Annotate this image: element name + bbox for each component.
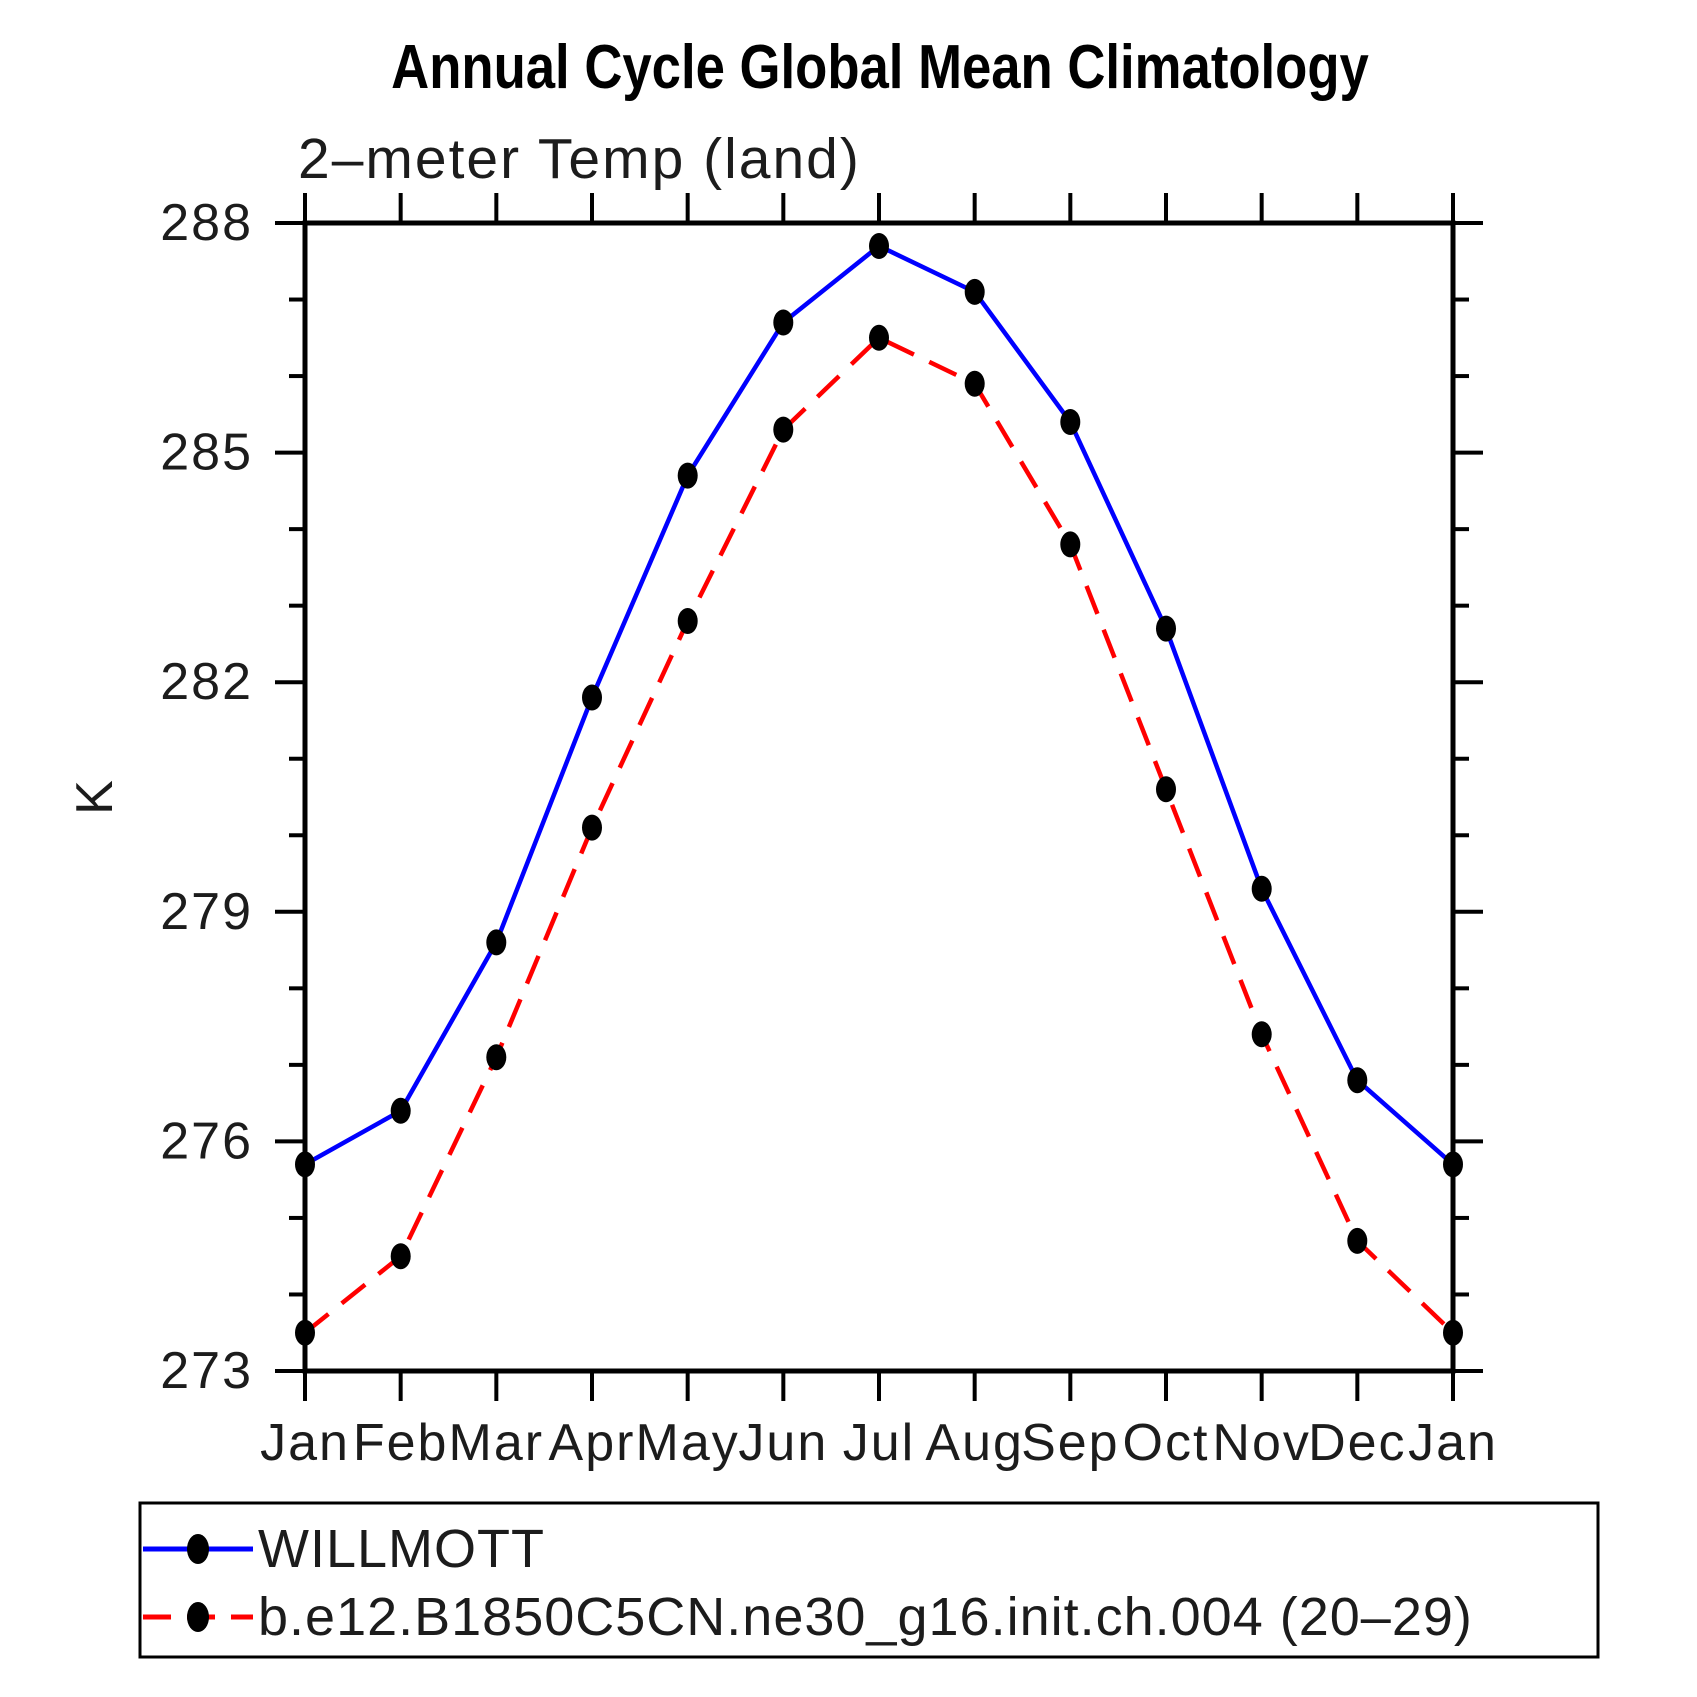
x-tick-label: Oct bbox=[1123, 1414, 1210, 1472]
series-line-b-e12-b1850c5cn-ne30-g16-init- bbox=[303, 335, 1455, 1335]
series-b-e12-b1850c5cn-ne30-g16-init- bbox=[295, 324, 1463, 1346]
plot-frame bbox=[302, 220, 1456, 1374]
data-point bbox=[486, 929, 507, 956]
data-point bbox=[582, 684, 602, 711]
data-point bbox=[677, 462, 698, 489]
data-point bbox=[1251, 1021, 1272, 1048]
x-tick-label: Mar bbox=[449, 1414, 545, 1472]
x-tick-label: Dec bbox=[1308, 1414, 1406, 1472]
chart-title: Annual Cycle Global Mean Climatology bbox=[391, 33, 1369, 102]
y-tick-label: 288 bbox=[160, 194, 253, 252]
data-point bbox=[1060, 409, 1081, 435]
x-tick-label: Nov bbox=[1212, 1414, 1310, 1472]
data-point bbox=[1347, 1067, 1368, 1094]
data-point bbox=[1443, 1319, 1463, 1346]
y-axis-unit-label: K bbox=[66, 779, 124, 815]
data-point bbox=[390, 1097, 411, 1124]
data-point bbox=[964, 278, 985, 305]
data-point bbox=[1347, 1227, 1368, 1254]
legend-label: b.e12.B1850C5CN.ne30_g16.init.ch.004 (20… bbox=[258, 1587, 1473, 1647]
x-tick-label: Jan bbox=[260, 1414, 350, 1472]
data-point bbox=[1060, 531, 1081, 558]
data-point bbox=[295, 1319, 315, 1346]
data-point bbox=[582, 814, 602, 841]
x-tick-label: May bbox=[636, 1414, 740, 1472]
y-tick-label: 285 bbox=[160, 424, 253, 482]
data-point bbox=[869, 324, 889, 351]
y-tick-label: 276 bbox=[160, 1112, 253, 1170]
y-tick-label: 273 bbox=[160, 1342, 253, 1400]
data-point bbox=[964, 370, 985, 397]
legend-box: WILLMOTT b.e12.B1850C5CN.ne30_g16.init.ch… bbox=[138, 1501, 1600, 1659]
data-point bbox=[1156, 615, 1176, 642]
series-plot bbox=[295, 233, 1463, 1346]
x-tick-label: Jun bbox=[738, 1414, 828, 1472]
legend-frame bbox=[138, 1501, 1600, 1659]
data-point bbox=[1156, 776, 1176, 803]
data-point bbox=[677, 608, 698, 634]
data-point bbox=[1251, 875, 1272, 902]
x-tick-label: Apr bbox=[549, 1414, 636, 1472]
data-point bbox=[773, 416, 794, 443]
x-tick-label: Jul bbox=[843, 1414, 915, 1472]
legend-item: b.e12.B1850C5CN.ne30_g16.init.ch.004 (20… bbox=[143, 1587, 1473, 1647]
data-point bbox=[1443, 1151, 1463, 1178]
y-tick-label: 279 bbox=[160, 883, 253, 941]
series-willmott bbox=[295, 233, 1463, 1178]
x-tick-label: Feb bbox=[353, 1414, 449, 1472]
legend-marker-dot bbox=[187, 1602, 209, 1632]
data-point bbox=[390, 1243, 411, 1270]
legend-item: WILLMOTT bbox=[143, 1519, 545, 1579]
data-point bbox=[869, 233, 889, 259]
x-tick-label: Sep bbox=[1021, 1414, 1120, 1472]
x-tick-label: Jan bbox=[1408, 1414, 1498, 1472]
data-point bbox=[773, 309, 794, 336]
legend-label: WILLMOTT bbox=[258, 1519, 545, 1579]
x-tick-label: Aug bbox=[925, 1414, 1024, 1472]
data-point bbox=[486, 1044, 507, 1071]
legend-marker-dot bbox=[187, 1534, 209, 1564]
chart-subtitle: 2–meter Temp (land) bbox=[298, 127, 861, 191]
series-line-willmott bbox=[303, 243, 1455, 1167]
data-point bbox=[295, 1151, 315, 1178]
y-tick-label: 282 bbox=[160, 653, 253, 711]
